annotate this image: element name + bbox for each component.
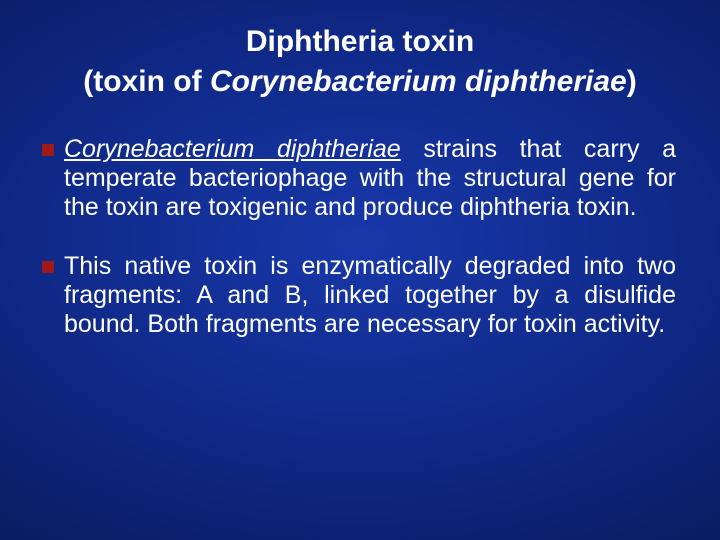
bullet-marker-icon	[42, 261, 54, 273]
slide: Diphtheria toxin (toxin of Corynebacteri…	[0, 0, 720, 540]
title-line-2: (toxin of Corynebacterium diphtheriae)	[0, 62, 720, 101]
bullet-1-seg-0: This native toxin is enzymatically degra…	[64, 252, 676, 338]
body: Corynebacterium diphtheriae strains that…	[0, 135, 720, 339]
title-block: Diphtheria toxin (toxin of Corynebacteri…	[0, 0, 720, 101]
bullet-0-seg-0: Corynebacterium diphtheriae	[64, 135, 401, 163]
bullet-marker-icon	[42, 144, 54, 156]
title-line-2-italic: Corynebacterium diphtheriae	[210, 65, 627, 98]
title-line-1: Diphtheria toxin	[0, 24, 720, 60]
bullet-text: This native toxin is enzymatically degra…	[64, 252, 676, 339]
bullet-item: Corynebacterium diphtheriae strains that…	[42, 135, 676, 222]
title-line-2-post: )	[627, 65, 637, 98]
title-line-2-pre: (toxin of	[83, 65, 210, 98]
bullet-item: This native toxin is enzymatically degra…	[42, 252, 676, 339]
bullet-text: Corynebacterium diphtheriae strains that…	[64, 135, 676, 222]
